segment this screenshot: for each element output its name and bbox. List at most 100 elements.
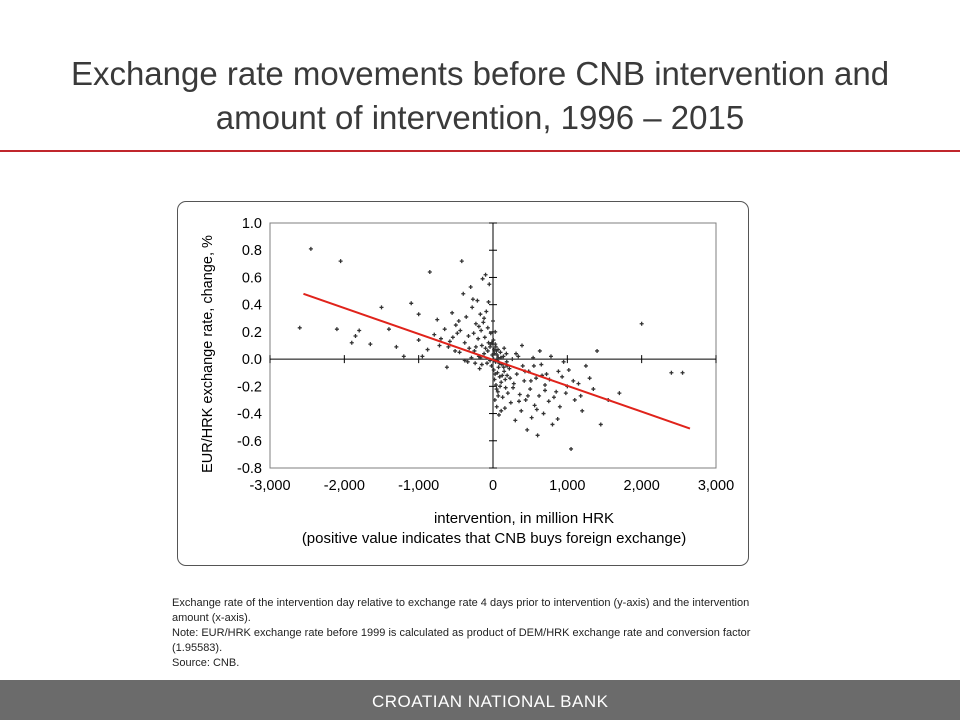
data-point <box>485 348 490 353</box>
data-point <box>491 338 496 343</box>
data-point <box>496 393 501 398</box>
data-point <box>353 333 358 338</box>
data-point <box>484 309 489 314</box>
data-point <box>548 354 553 359</box>
data-point <box>486 340 491 345</box>
data-point <box>357 328 362 333</box>
data-point <box>465 359 470 364</box>
data-point <box>488 344 493 349</box>
y-tick-label: 0.8 <box>242 243 262 259</box>
data-point <box>462 340 467 345</box>
data-point <box>455 331 460 336</box>
data-point <box>543 382 548 387</box>
data-point <box>498 355 503 360</box>
data-point <box>472 348 477 353</box>
data-point <box>425 347 430 352</box>
data-point <box>492 347 497 352</box>
data-point <box>446 344 451 349</box>
data-point <box>435 317 440 322</box>
data-point <box>551 395 556 400</box>
data-point <box>308 246 313 251</box>
slide-title-line-2: amount of intervention, 1996 – 2015 <box>215 99 745 136</box>
y-axis-label: EUR/HRK exchange rate, change, % <box>200 235 216 473</box>
data-point <box>502 369 507 374</box>
data-point <box>473 344 478 349</box>
data-point <box>598 422 603 427</box>
data-point <box>488 331 493 336</box>
data-point <box>461 291 466 296</box>
chart-frame <box>177 201 749 566</box>
data-point <box>416 338 421 343</box>
data-point <box>444 365 449 370</box>
caption-line-1: Exchange rate of the intervention day re… <box>172 597 750 609</box>
data-point <box>505 373 510 378</box>
data-point <box>514 372 519 377</box>
data-point <box>394 344 399 349</box>
data-point <box>503 377 508 382</box>
data-point <box>459 259 464 264</box>
x-tick-label: 3,000 <box>698 478 734 494</box>
data-point <box>492 397 497 402</box>
data-point <box>457 350 462 355</box>
data-point <box>447 339 452 344</box>
data-point <box>482 316 487 321</box>
data-point <box>493 382 498 387</box>
data-point <box>514 351 519 356</box>
x-tick-label: -3,000 <box>249 478 290 494</box>
tick-labels: -3,000 -2,000 -1,000 0 1,000 2,000 3,000 1.0 0.8… <box>237 216 734 494</box>
data-point <box>557 404 562 409</box>
y-tick-label: -0.4 <box>237 407 262 423</box>
caption-note-line-2: (1.95583). <box>172 642 223 654</box>
data-point <box>531 355 536 360</box>
data-point <box>496 347 501 352</box>
data-point <box>409 301 414 306</box>
data-point <box>505 391 510 396</box>
data-point <box>386 327 391 332</box>
data-point <box>438 336 443 341</box>
title-divider <box>0 150 960 152</box>
data-point <box>523 397 528 402</box>
x-tick-label: -2,000 <box>324 478 365 494</box>
data-point <box>617 391 622 396</box>
y-tick-label: 0.4 <box>242 298 262 314</box>
data-point <box>529 415 534 420</box>
data-point <box>525 393 530 398</box>
data-point <box>532 403 537 408</box>
data-point <box>458 328 463 333</box>
data-point <box>450 335 455 340</box>
data-point <box>528 378 533 383</box>
data-point <box>427 270 432 274</box>
caption-source: Source: CNB. <box>172 657 240 669</box>
data-point <box>491 319 495 323</box>
data-point <box>508 376 513 381</box>
data-point <box>497 374 502 379</box>
data-point <box>576 381 581 386</box>
data-point <box>466 333 471 338</box>
trendline <box>303 292 691 430</box>
caption-line-2: amount (x-axis). <box>172 612 251 624</box>
data-point <box>580 408 585 413</box>
data-point <box>502 346 507 351</box>
y-tick-label: 0.6 <box>242 270 262 286</box>
slide-title-line-1: Exchange rate movements before CNB inter… <box>70 55 890 92</box>
data-point <box>556 369 561 374</box>
data-point <box>537 348 542 353</box>
data-point <box>456 319 461 323</box>
x-axis-label-line-2: (positive value indicates that CNB buys … <box>302 530 686 547</box>
data-point <box>437 343 442 348</box>
data-point <box>563 391 568 396</box>
data-point <box>500 373 505 378</box>
x-tick-label: 0 <box>489 478 497 494</box>
footer-bar <box>0 680 960 720</box>
y-tick-label: 0.0 <box>242 352 262 368</box>
data-point <box>473 321 478 326</box>
data-point <box>470 297 475 302</box>
data-point <box>501 354 506 359</box>
data-point <box>578 393 583 398</box>
data-point <box>501 365 506 370</box>
scatter-chart: -3,000 -2,000 -1,000 0 1,000 2,000 3,000 1.0 0.8… <box>200 216 734 547</box>
data-point <box>528 387 533 392</box>
data-point <box>595 348 600 353</box>
data-point <box>481 320 486 325</box>
data-point <box>476 324 481 329</box>
